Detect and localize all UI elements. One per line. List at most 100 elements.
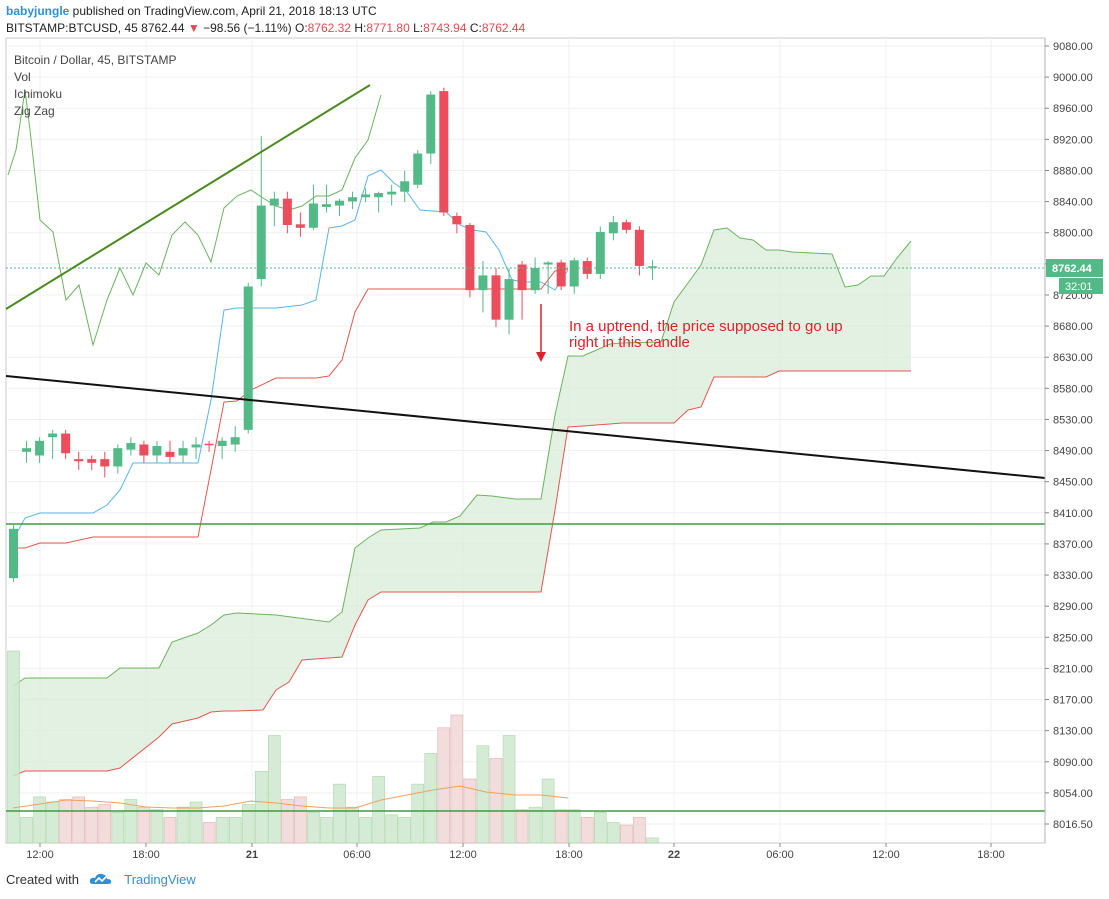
candle-body	[230, 437, 240, 445]
price-tick-label: 8920.00	[1053, 134, 1093, 146]
legend-item: Vol	[14, 70, 31, 84]
time-tick-label: 12:00	[449, 849, 477, 861]
candle-body	[413, 153, 423, 185]
candle-body	[217, 440, 227, 446]
low-value: 8743.94	[423, 21, 467, 35]
volume-bar	[163, 817, 177, 844]
price-tick-label: 8016.50	[1053, 819, 1093, 831]
volume-bar	[111, 811, 125, 844]
price-tick-label: 8210.00	[1053, 663, 1093, 675]
volume-bar	[20, 817, 33, 844]
price-tick-label: 8450.00	[1053, 477, 1093, 489]
candle-body	[452, 215, 462, 225]
close-value: 8762.44	[481, 21, 526, 35]
candle-body	[308, 203, 318, 228]
volume-bar	[85, 806, 99, 844]
candle-body	[256, 205, 266, 280]
volume-bar	[476, 745, 490, 844]
price-tick-label: 8580.00	[1053, 383, 1093, 395]
volume-bar	[502, 735, 516, 844]
candle-body	[348, 197, 358, 202]
candle-body	[191, 444, 201, 448]
chikou-span-line	[7, 89, 382, 347]
price-axis: 9080.00 9000.00 8960.00 8920.00 8880.00 8840.…	[1044, 38, 1103, 843]
volume-bar	[411, 783, 425, 844]
volume-bar	[98, 804, 112, 844]
annotation-line-2: right in this candle	[569, 334, 690, 351]
candle-body	[374, 193, 384, 198]
legend-item: Zig Zag	[14, 104, 55, 118]
countdown-tag-label: 32:01	[1065, 281, 1093, 293]
volume-bar	[7, 650, 20, 844]
candle-body	[517, 264, 527, 291]
volume-bar	[424, 753, 438, 844]
candle-body	[165, 451, 175, 457]
candle-body	[426, 94, 436, 154]
last-price: 8762.44	[141, 21, 185, 35]
annotation-line-1: In a uptrend, the price supposed to go u…	[569, 318, 843, 335]
price-tick-label: 8840.00	[1053, 197, 1093, 209]
volume-bar	[137, 806, 151, 844]
volume-bar	[202, 822, 216, 844]
down-triangle-icon: ▼	[187, 21, 200, 35]
cloud-fill	[13, 228, 911, 776]
price-tick-label: 9000.00	[1053, 72, 1093, 84]
price-tick-label: 8680.00	[1053, 321, 1093, 333]
volume-bar	[281, 799, 294, 844]
open-label: O:	[294, 21, 308, 35]
volume-bar	[554, 809, 568, 844]
symbol-label: BITSTAMP:BTCUSD, 45	[6, 21, 138, 35]
candle-body	[504, 279, 514, 320]
candle-body	[9, 528, 18, 579]
volume-bar	[241, 804, 255, 844]
volume-bar	[646, 837, 659, 844]
volume-bar	[189, 801, 203, 844]
candle-body	[361, 194, 371, 198]
candle-body	[152, 445, 162, 456]
volume-bar	[46, 801, 59, 844]
candle-body	[556, 262, 566, 287]
annotation: In a uptrend, the price supposed to go u…	[536, 304, 843, 362]
volume-bar	[333, 783, 346, 844]
volume-bar	[450, 714, 464, 844]
volume-bar	[593, 811, 607, 844]
candle-body	[621, 222, 631, 230]
price-tick-label: 8054.00	[1053, 788, 1093, 800]
volume-bar	[72, 796, 85, 844]
countdown-tag	[1059, 278, 1103, 294]
price-tick-label: 9080.00	[1053, 41, 1093, 53]
price-tick-label: 8090.00	[1053, 757, 1093, 769]
chart-header: babyjungle published on TradingView.com,…	[6, 3, 1103, 37]
time-tick-label: 18:00	[555, 849, 583, 861]
candle-body	[465, 224, 475, 291]
published-text: published on TradingView.com, April 21, …	[69, 4, 377, 18]
tradingview-brand-link[interactable]: TradingView	[124, 872, 196, 887]
price-tick-label: 8330.00	[1053, 570, 1093, 582]
volume-bar	[124, 799, 138, 844]
volume-bar	[633, 817, 646, 844]
footer: Created with TradingView	[6, 872, 196, 889]
candle-body	[243, 286, 253, 430]
publisher-name[interactable]: babyjungle	[6, 4, 70, 18]
candle-body	[48, 433, 58, 438]
time-tick-label: 06:00	[343, 849, 371, 861]
candle-body	[126, 443, 136, 450]
candle-body	[295, 224, 305, 228]
candle-body	[282, 198, 292, 225]
downtrend-line	[5, 375, 1046, 479]
volume-bar	[607, 822, 620, 844]
high-value: 8771.80	[366, 21, 410, 35]
publish-line: babyjungle published on TradingView.com,…	[6, 3, 1103, 20]
candle-body	[178, 448, 188, 456]
volume-bar	[620, 824, 633, 844]
volume-bar	[580, 817, 594, 844]
price-tick-label: 8880.00	[1053, 165, 1093, 177]
price-tick-label: 8250.00	[1053, 632, 1093, 644]
time-axis: 12:00 18:00 21 06:00 12:00 18:00 22 06:00 12:00 1…	[26, 843, 1005, 861]
price-tick-label: 8800.00	[1053, 228, 1093, 240]
price-tick-label: 8630.00	[1053, 352, 1093, 364]
open-value: 8762.32	[307, 21, 352, 35]
candle-body	[100, 459, 110, 467]
volume-bar	[320, 817, 333, 844]
